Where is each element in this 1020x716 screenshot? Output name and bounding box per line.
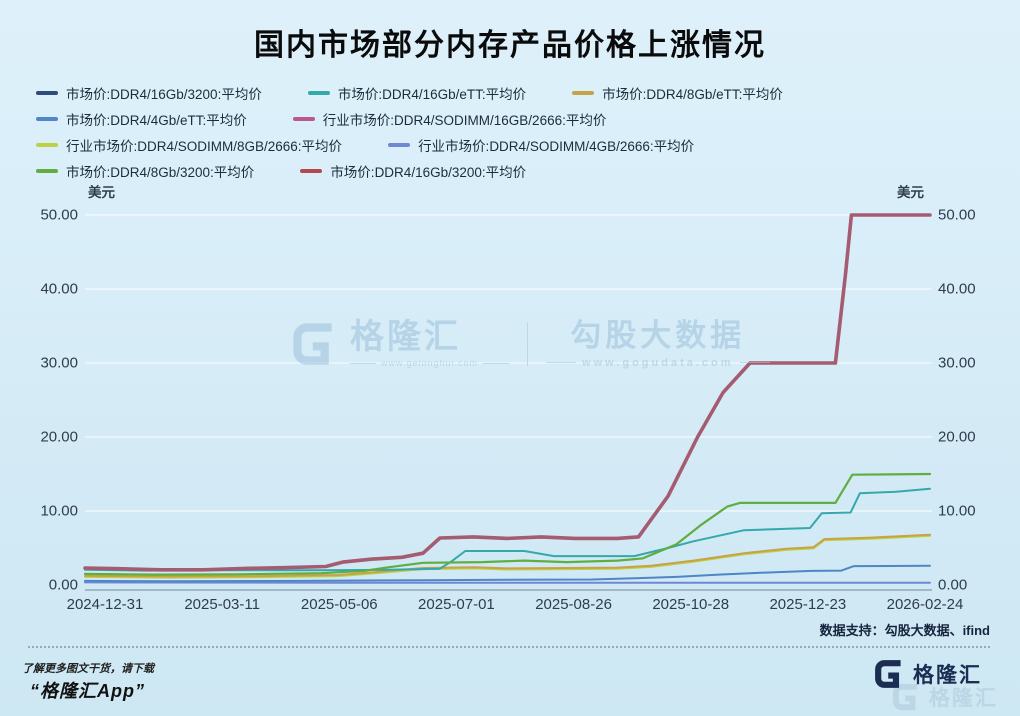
y-axis-unit-left: 美元 [88, 185, 115, 200]
legend-swatch [572, 91, 595, 95]
y-tick-label-right: 20.00 [938, 428, 976, 446]
x-tick-label: 2025-12-23 [769, 596, 847, 613]
legend-label: 市场价:DDR4/8Gb/eTT:平均价 [602, 87, 783, 102]
y-axis-unit-right: 美元 [897, 185, 924, 200]
legend-label: 市场价:DDR4/16Gb/3200:平均价 [66, 87, 262, 102]
legend-swatch [36, 169, 58, 173]
legend-label: 市场价:DDR4/16Gb/3200:平均价 [330, 165, 527, 180]
series-line [84, 533, 931, 578]
legend-item: 市场价:DDR4/16Gb/eTT:平均价 [307, 83, 527, 103]
datasource-note: 数据支持：勾股大数据、ifind [819, 623, 990, 638]
y-tick-label-left: 10.00 [40, 502, 78, 520]
series-line [84, 487, 931, 572]
legend-item: 市场价:DDR4/4Gb/eTT:平均价 [36, 109, 247, 129]
series-line [84, 214, 931, 571]
y-tick-label-left: 30.00 [40, 354, 78, 372]
brand-logo-main: 格隆汇 [872, 657, 982, 691]
y-tick-label-right: 0.00 [938, 576, 968, 594]
y-tick-label-left: 0.00 [48, 576, 78, 594]
legend-label: 市场价:DDR4/4Gb/eTT:平均价 [66, 113, 247, 128]
legend-item: 市场价:DDR4/8Gb/3200:平均价 [36, 161, 254, 181]
legend-item: 行业市场价:DDR4/SODIMM/8GB/2666:平均价 [36, 135, 342, 155]
series-line [83, 472, 932, 576]
legend-label: 行业市场价:DDR4/SODIMM/8GB/2666:平均价 [66, 139, 343, 154]
promo-app-name: “格隆汇App” [30, 681, 145, 701]
brand-logo: 格隆汇 格隆汇 [872, 655, 1004, 713]
legend-swatch [36, 91, 58, 95]
legend-label: 市场价:DDR4/16Gb/eTT:平均价 [337, 87, 527, 102]
y-tick-label-right: 40.00 [938, 280, 976, 298]
series-line [83, 213, 932, 572]
legend-row: 市场价:DDR4/8Gb/3200:平均价 市场价:DDR4/16Gb/3200:… [36, 158, 783, 184]
legend-swatch [36, 143, 58, 147]
y-tick-label-left: 50.00 [40, 206, 78, 224]
x-tick-label: 2025-10-28 [652, 596, 730, 613]
series-line [84, 214, 931, 571]
legend-item: 行业市场价:DDR4/SODIMM/4GB/2666:平均价 [388, 135, 694, 155]
legend-item: 行业市场价:DDR4/SODIMM/16GB/2666:平均价 [292, 109, 607, 129]
legend-swatch [388, 143, 411, 147]
gelonghui-logo-ghost-icon [892, 683, 917, 711]
legend-row: 行业市场价:DDR4/SODIMM/8GB/2666:平均价 行业市场价:DDR4… [36, 132, 783, 158]
x-tick-label: 2024-12-31 [66, 596, 144, 613]
x-tick-label: 2025-03-11 [184, 596, 260, 613]
page-title: 国内市场部分内存产品价格上涨情况 [254, 29, 766, 62]
brand-name-ghost: 格隆汇 [929, 687, 998, 710]
legend-row: 市场价:DDR4/16Gb/3200:平均价 市场价:DDR4/16Gb/eTT:… [36, 80, 783, 106]
legend-item: 市场价:DDR4/16Gb/3200:平均价 [36, 83, 262, 103]
y-tick-label-right: 30.00 [938, 354, 976, 372]
series-lines [83, 213, 932, 584]
legend-label: 行业市场价:DDR4/SODIMM/4GB/2666:平均价 [418, 139, 695, 154]
legend-swatch [307, 91, 330, 95]
brand-logo-reflection: 格隆汇 [890, 681, 998, 713]
dotted-separator [28, 646, 990, 648]
series-line [84, 564, 931, 583]
y-tick-label-right: 50.00 [938, 206, 976, 224]
x-tick-label: 2026-02-24 [886, 596, 964, 613]
legend-label: 行业市场价:DDR4/SODIMM/16GB/2666:平均价 [322, 113, 607, 128]
legend-swatch [292, 117, 315, 121]
legend-swatch [36, 117, 58, 121]
y-tick-label-left: 20.00 [40, 428, 78, 446]
legend-label: 市场价:DDR4/8Gb/3200:平均价 [66, 165, 255, 180]
y-tick-label-right: 10.00 [938, 502, 976, 520]
legend-item: 市场价:DDR4/16Gb/3200:平均价 [300, 161, 526, 181]
legend: 市场价:DDR4/16Gb/3200:平均价 市场价:DDR4/16Gb/eTT:… [36, 80, 783, 184]
x-tick-label: 2025-08-26 [535, 596, 612, 613]
y-tick-label-left: 40.00 [40, 280, 78, 298]
legend-item: 市场价:DDR4/8Gb/eTT:平均价 [572, 83, 783, 103]
brand-name: 格隆汇 [913, 664, 982, 687]
x-tick-label: 2025-07-01 [418, 596, 495, 613]
x-tick-label: 2025-05-06 [300, 596, 378, 613]
gelonghui-logo-icon [875, 660, 901, 688]
legend-row: 市场价:DDR4/4Gb/eTT:平均价 行业市场价:DDR4/SODIMM/16… [36, 106, 783, 132]
promo-text: 了解更多图文干货，请下载 [22, 663, 154, 675]
legend-swatch [300, 169, 323, 173]
